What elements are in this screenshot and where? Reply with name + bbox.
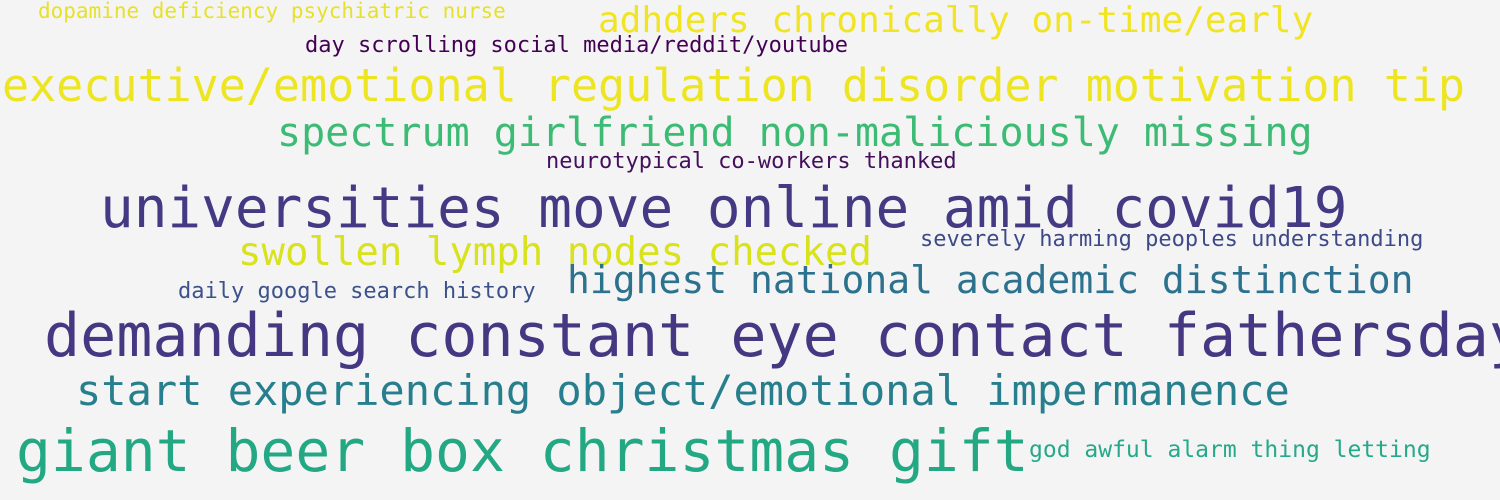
phrase-severely-harming-peoples-understanding: severely harming peoples understanding — [920, 227, 1424, 252]
phrase-god-awful-alarm-thing-letting: god awful alarm thing letting — [1029, 437, 1431, 463]
phrase-executive-emotional-regulation-disorder: executive/emotional regulation disorder … — [2, 59, 1465, 112]
phrase-universities-move-online-amid-covid19: universities move online amid covid19 — [100, 176, 1348, 241]
phrase-adhders-chronically-on-time-early: adhders chronically on-time/early — [598, 0, 1314, 41]
phrase-highest-national-academic-distinction: highest national academic distinction — [567, 258, 1414, 302]
phrase-demanding-constant-eye-contact-fathersday: demanding constant eye contact fathersda… — [44, 301, 1500, 371]
phrase-swollen-lymph-nodes-checked: swollen lymph nodes checked — [238, 230, 872, 275]
phrase-dopamine-deficiency-psychiatric-nurse: dopamine deficiency psychiatric nurse — [38, 0, 506, 23]
phrase-start-experiencing-object-emotional-impermanence: start experiencing object/emotional impe… — [76, 366, 1290, 415]
phrase-day-scrolling-social-media: day scrolling social media/reddit/youtub… — [305, 33, 849, 58]
phrase-spectrum-girlfriend-non-maliciously-missing: spectrum girlfriend non-maliciously miss… — [277, 110, 1313, 156]
phrase-neurotypical-co-workers-thanked: neurotypical co-workers thanked — [546, 149, 957, 174]
phrase-giant-beer-box-christmas-gift: giant beer box christmas gift — [16, 417, 1029, 485]
phrase-daily-google-search-history: daily google search history — [178, 279, 536, 304]
